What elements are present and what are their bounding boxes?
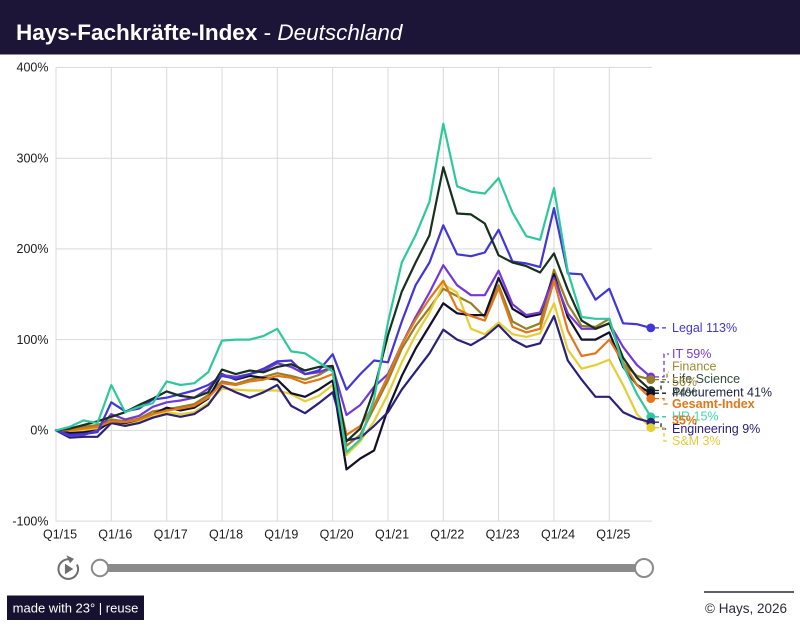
svg-text:Q1/22: Q1/22 — [430, 528, 464, 542]
svg-text:56%: 56% — [672, 375, 697, 389]
svg-text:Finance: Finance — [672, 360, 717, 374]
svg-text:0%: 0% — [30, 424, 48, 438]
svg-text:Q1/15: Q1/15 — [43, 528, 77, 542]
svg-text:Q1/17: Q1/17 — [154, 528, 188, 542]
svg-text:Q1/18: Q1/18 — [209, 528, 243, 542]
svg-text:Engineering 9%: Engineering 9% — [672, 422, 760, 436]
svg-text:400%: 400% — [17, 61, 49, 75]
svg-text:made with 23° | reuse: made with 23° | reuse — [13, 601, 139, 616]
svg-text:© Hays, 2026: © Hays, 2026 — [705, 601, 787, 616]
svg-text:200%: 200% — [17, 242, 49, 256]
svg-text:Life Science: Life Science — [672, 372, 740, 386]
svg-text:35%: 35% — [672, 413, 697, 427]
svg-text:IT 59%: IT 59% — [672, 347, 711, 361]
svg-text:100%: 100% — [17, 333, 49, 347]
svg-text:Procurement 41%: Procurement 41% — [672, 386, 772, 400]
svg-text:Hays-Fachkräfte-Index - Deutsc: Hays-Fachkräfte-Index - Deutschland — [16, 20, 404, 45]
svg-text:Q1/24: Q1/24 — [541, 528, 575, 542]
svg-text:Q1/19: Q1/19 — [264, 528, 298, 542]
svg-text:Gesamt-Index: Gesamt-Index — [672, 397, 755, 411]
svg-text:Q1/20: Q1/20 — [320, 528, 354, 542]
svg-text:S&M 3%: S&M 3% — [672, 434, 721, 448]
svg-text:HR 15%: HR 15% — [672, 410, 719, 424]
svg-text:-100%: -100% — [12, 514, 48, 528]
svg-text:Legal 113%: Legal 113% — [672, 321, 737, 335]
svg-text:Q1/16: Q1/16 — [98, 528, 132, 542]
svg-text:Q1/25: Q1/25 — [596, 528, 630, 542]
svg-text:44%: 44% — [672, 385, 697, 399]
svg-text:300%: 300% — [17, 151, 49, 165]
svg-text:Q1/21: Q1/21 — [375, 528, 409, 542]
svg-text:Q1/23: Q1/23 — [486, 528, 520, 542]
